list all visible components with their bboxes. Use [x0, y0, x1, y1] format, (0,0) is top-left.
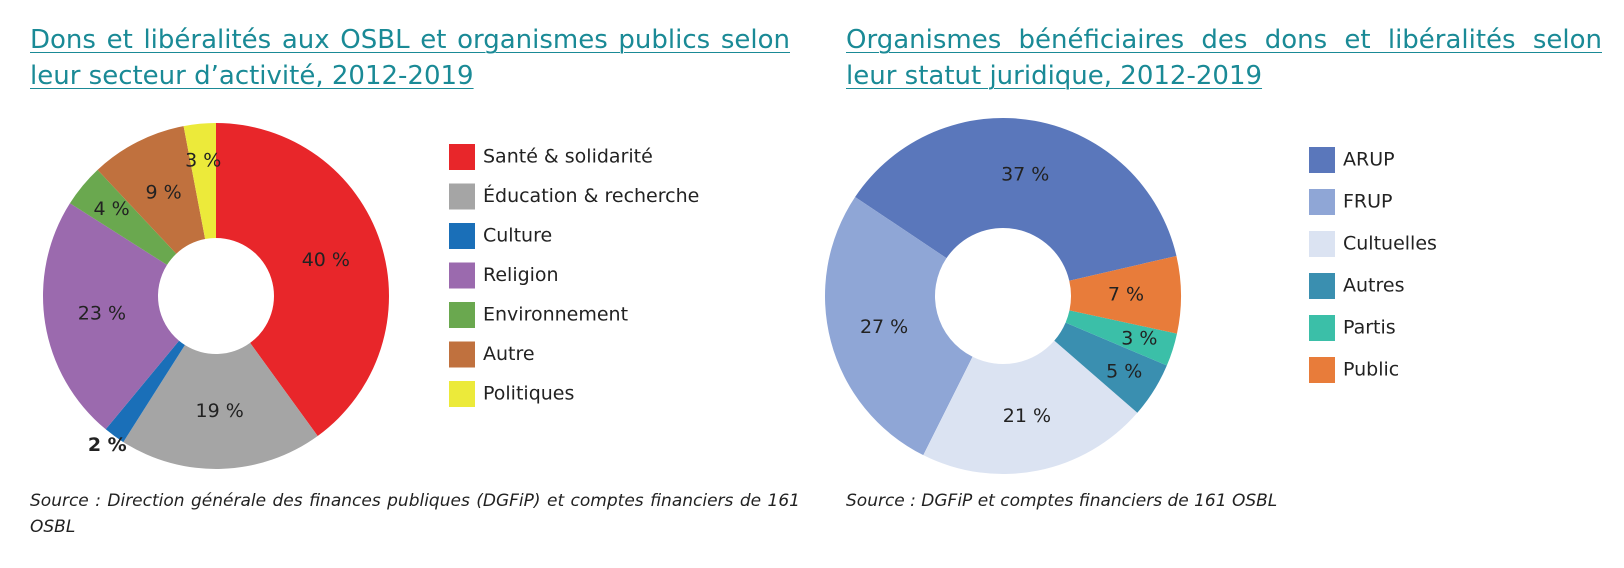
legend-label: Cultuelles	[1343, 233, 1437, 255]
legend-swatch	[449, 183, 475, 210]
legend-swatch	[449, 144, 475, 170]
legend-swatch	[449, 262, 475, 289]
donut-slice	[216, 123, 389, 436]
donut-slice	[97, 126, 206, 254]
value-label: 3 %	[1121, 328, 1157, 350]
value-label: 5 %	[1106, 360, 1142, 382]
value-label: 2 %	[88, 434, 127, 456]
donut-slice	[123, 342, 318, 469]
donut-slice	[1065, 310, 1177, 366]
legend-label: Politiques	[483, 383, 574, 405]
donut-slice	[69, 169, 177, 265]
legend-label: Autres	[1343, 275, 1404, 297]
value-label: 7 %	[1108, 284, 1144, 306]
legend-swatch	[1309, 147, 1335, 173]
donut-slice	[183, 123, 216, 240]
legend-swatch	[1309, 357, 1335, 383]
legend-label: ARUP	[1343, 149, 1395, 171]
value-label: 40 %	[302, 249, 350, 271]
legend-label: Partis	[1343, 317, 1396, 339]
legend-label: Culture	[483, 225, 552, 247]
legend-label: Autre	[483, 343, 535, 365]
legend-label: Religion	[483, 264, 559, 286]
value-label: 9 %	[145, 182, 181, 204]
legend-label: Éducation & recherche	[483, 184, 699, 207]
value-label: 21 %	[1003, 405, 1051, 427]
donut-slice	[105, 340, 185, 443]
legend-swatch	[449, 381, 475, 407]
donut-slice	[825, 196, 973, 456]
legend-swatch	[449, 302, 475, 328]
chart-title: Dons et libéralités aux OSBL et organism…	[30, 25, 790, 91]
legend-label: Environnement	[483, 304, 628, 326]
donut-slice	[1054, 322, 1167, 413]
donut-slice	[855, 118, 1177, 281]
value-label: 27 %	[860, 316, 908, 338]
legend-swatch	[1309, 273, 1335, 299]
legend-swatch	[1309, 315, 1335, 341]
legend-swatch	[449, 223, 475, 249]
donut-slice	[1069, 255, 1181, 334]
legend-label: Public	[1343, 359, 1399, 381]
donut-slice	[42, 203, 180, 430]
value-label: 23 %	[78, 303, 126, 325]
value-label: 37 %	[1001, 164, 1049, 186]
chart-title: Organismes bénéficiaires des dons et lib…	[846, 25, 1602, 91]
value-label: 3 %	[185, 150, 221, 172]
legend-swatch	[1309, 189, 1335, 215]
legend-swatch	[1309, 231, 1335, 257]
donut-slice	[923, 340, 1138, 474]
legend-label: Santé & solidarité	[483, 146, 653, 168]
value-label: 19 %	[195, 400, 243, 422]
legend-label: FRUP	[1343, 191, 1393, 213]
source-note: Source : Direction générale des finances…	[30, 491, 800, 537]
source-note: Source : DGFiP et comptes financiers de …	[846, 491, 1278, 511]
value-label: 4 %	[94, 198, 130, 220]
legend-swatch	[449, 341, 475, 368]
